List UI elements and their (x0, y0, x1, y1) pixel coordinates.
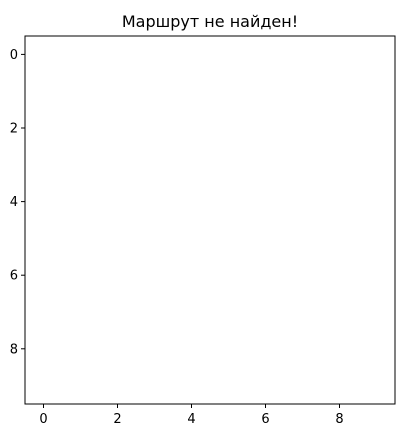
x-tick-label: 6 (261, 412, 269, 427)
y-tick-label: 2 (10, 122, 18, 137)
x-tick-label: 0 (39, 412, 47, 427)
x-tick-label: 2 (113, 412, 121, 427)
plot-area (24, 35, 396, 405)
x-axis: 0 2 4 6 8 (39, 404, 344, 427)
y-tick-label: 4 (10, 195, 18, 210)
x-tick-label: 4 (187, 412, 195, 427)
y-tick-label: 6 (10, 269, 18, 284)
x-tick-label: 8 (335, 412, 343, 427)
y-tick-label: 0 (10, 48, 18, 63)
chart-title: Маршрут не найден! (122, 12, 298, 31)
y-tick-label: 8 (10, 342, 18, 357)
y-axis: 0 2 4 6 8 (10, 48, 25, 357)
